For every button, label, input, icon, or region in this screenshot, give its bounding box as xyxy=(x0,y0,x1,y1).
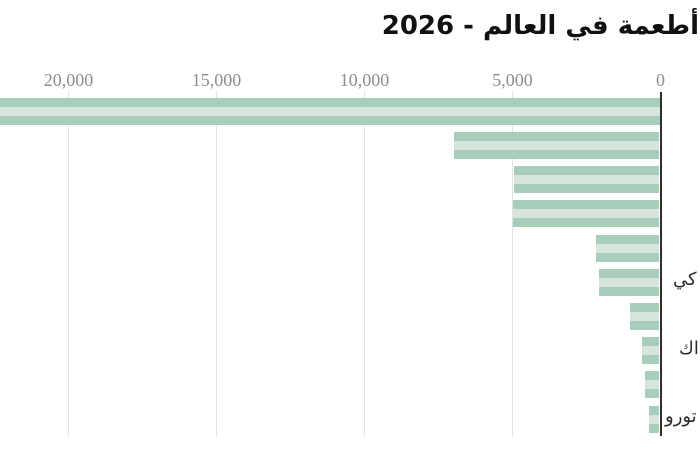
bar xyxy=(649,405,660,433)
gridline xyxy=(364,90,365,437)
chart-title: أطعمة في العالم - 2026 xyxy=(381,11,699,41)
bar xyxy=(644,371,660,399)
bar xyxy=(453,132,660,159)
bar xyxy=(0,97,660,125)
bar xyxy=(630,303,660,330)
x-axis-tick-label: 5,000 xyxy=(492,70,533,90)
gridline xyxy=(68,90,69,437)
gridline xyxy=(216,90,217,437)
bar xyxy=(642,337,660,365)
bar xyxy=(514,166,660,194)
x-axis-tick-label: 10,000 xyxy=(339,70,390,90)
bar xyxy=(512,200,660,228)
x-axis-tick-label: 15,000 xyxy=(191,70,242,90)
x-axis-tick-label: 20,000 xyxy=(43,70,94,90)
category-label-fragment: تورو xyxy=(665,406,697,428)
category-label-fragment: كي xyxy=(673,269,697,291)
zero-axis-line xyxy=(659,92,662,436)
bar xyxy=(598,268,660,296)
bar xyxy=(595,234,660,262)
x-axis-tick-label: 0 xyxy=(656,70,665,90)
category-label-fragment: اك xyxy=(679,337,699,359)
gridline xyxy=(512,90,513,437)
